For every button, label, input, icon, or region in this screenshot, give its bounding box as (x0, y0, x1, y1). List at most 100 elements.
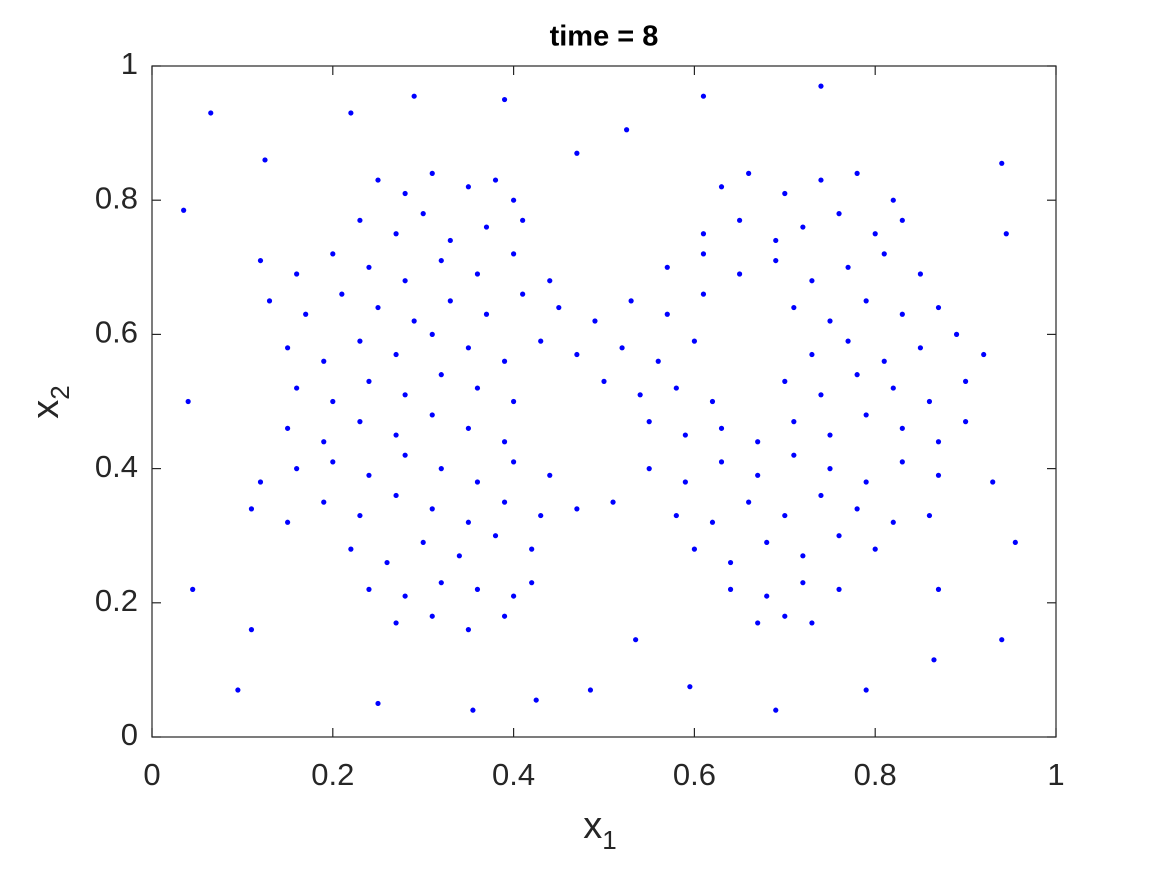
scatter-point (366, 264, 372, 270)
scatter-point (637, 392, 643, 398)
scatter-point (718, 425, 725, 431)
scatter-point (709, 519, 716, 525)
scatter-point (664, 311, 670, 317)
scatter-point (402, 190, 408, 197)
scatter-point (963, 419, 969, 425)
x-tick-label: 0.8 (854, 757, 897, 792)
scatter-point (718, 184, 725, 190)
scatter-point (257, 257, 264, 264)
scatter-point (429, 412, 435, 418)
scatter-point (510, 197, 517, 203)
scatter-point (818, 177, 824, 183)
scatter-point (465, 184, 471, 190)
scatter-point (492, 177, 499, 183)
scatter-point (633, 637, 639, 643)
scatter-point (917, 345, 924, 351)
scatter-point (429, 506, 435, 512)
scatter-point (366, 586, 372, 592)
scatter-point (854, 170, 860, 176)
scatter-point (429, 331, 435, 337)
scatter-point (510, 459, 517, 465)
scatter-point (999, 637, 1005, 643)
scatter-point (691, 338, 698, 344)
scatter-point (899, 217, 905, 223)
scatter-point (899, 459, 905, 465)
scatter-point (357, 512, 363, 519)
scatter-point (330, 459, 336, 465)
scatter-point (700, 291, 707, 297)
scatter-point (438, 580, 444, 586)
scatter-point (393, 620, 399, 626)
scatter-point (809, 620, 815, 626)
scatter-point (547, 472, 553, 478)
scatter-point (190, 586, 196, 592)
scatter-point (474, 586, 481, 592)
scatter-point (646, 419, 652, 425)
scatter-point (727, 559, 734, 566)
scatter-point (899, 311, 905, 317)
chart-title: time = 8 (550, 21, 659, 53)
scatter-point (321, 358, 327, 364)
x-tick-label: 0.6 (673, 757, 716, 792)
scatter-point (673, 385, 679, 391)
scatter-point (746, 499, 752, 505)
scatter-point (963, 378, 969, 384)
scatter-point (782, 512, 788, 519)
scatter-point (411, 93, 417, 99)
scatter-point (773, 257, 779, 264)
scatter-point (465, 627, 471, 633)
scatter-point (863, 479, 869, 485)
scatter-point (574, 150, 580, 156)
scatter-point (881, 251, 887, 257)
scatter-point (420, 211, 426, 217)
scatter-point (529, 580, 535, 586)
x-tick-label: 0.4 (492, 757, 535, 792)
y-tick-label: 1 (121, 46, 138, 81)
scatter-point (899, 425, 905, 431)
scatter-point (556, 304, 562, 311)
scatter-point (935, 586, 942, 592)
scatter-point (664, 264, 670, 270)
scatter-point (737, 271, 743, 277)
scatter-point (818, 492, 824, 499)
scatter-point (465, 425, 471, 431)
axes-box (151, 65, 1057, 738)
x-axis-label-sub: 1 (602, 825, 616, 855)
scatter-point (836, 586, 842, 592)
scatter-point (700, 251, 707, 257)
scatter-point (348, 110, 354, 116)
scatter-point (791, 419, 797, 425)
scatter-point (592, 318, 598, 324)
scatter-point (727, 586, 734, 592)
scatter-point (438, 257, 444, 264)
scatter-point (501, 96, 508, 103)
scatter-point (700, 231, 707, 237)
scatter-point (931, 657, 937, 663)
scatter-point (773, 707, 779, 713)
scatter-point (953, 331, 960, 337)
scatter-point (854, 506, 860, 512)
scatter-point (999, 160, 1005, 166)
scatter-point (248, 627, 255, 633)
scatter-point (890, 385, 896, 391)
scatter-point (800, 580, 806, 586)
scatter-point (845, 264, 851, 270)
y-tick-label: 0.4 (95, 449, 138, 484)
scatter-point (402, 392, 408, 398)
scatter-point (501, 439, 508, 445)
scatter-point (836, 211, 842, 217)
scatter-point (510, 398, 517, 405)
scatter-point (285, 425, 291, 431)
scatter-point (384, 559, 390, 566)
scatter-point (285, 345, 291, 351)
scatter-point (375, 177, 381, 183)
scatter-point (863, 412, 869, 418)
scatter-point (863, 298, 869, 304)
scatter-point (863, 687, 869, 693)
scatter-point (465, 519, 471, 525)
scatter-point (601, 378, 607, 384)
scatter-point (303, 311, 309, 317)
scatter-point (447, 298, 453, 304)
